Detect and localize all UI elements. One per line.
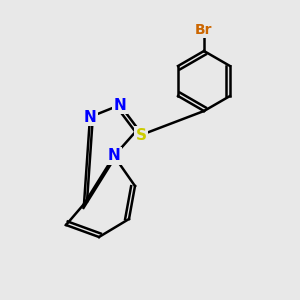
Text: N: N [84,110,96,124]
Text: N: N [108,148,120,164]
Text: Br: Br [195,23,213,37]
Text: S: S [136,128,146,142]
Text: N: N [114,98,126,112]
